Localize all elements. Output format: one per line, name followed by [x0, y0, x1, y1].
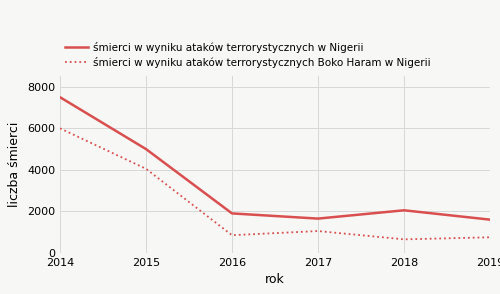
Legend: śmierci w wyniku ataków terrorystycznych w Nigerii, śmierci w wyniku ataków terr: śmierci w wyniku ataków terrorystycznych…: [65, 42, 431, 68]
X-axis label: rok: rok: [265, 273, 285, 286]
Y-axis label: liczba śmierci: liczba śmierci: [8, 122, 22, 207]
